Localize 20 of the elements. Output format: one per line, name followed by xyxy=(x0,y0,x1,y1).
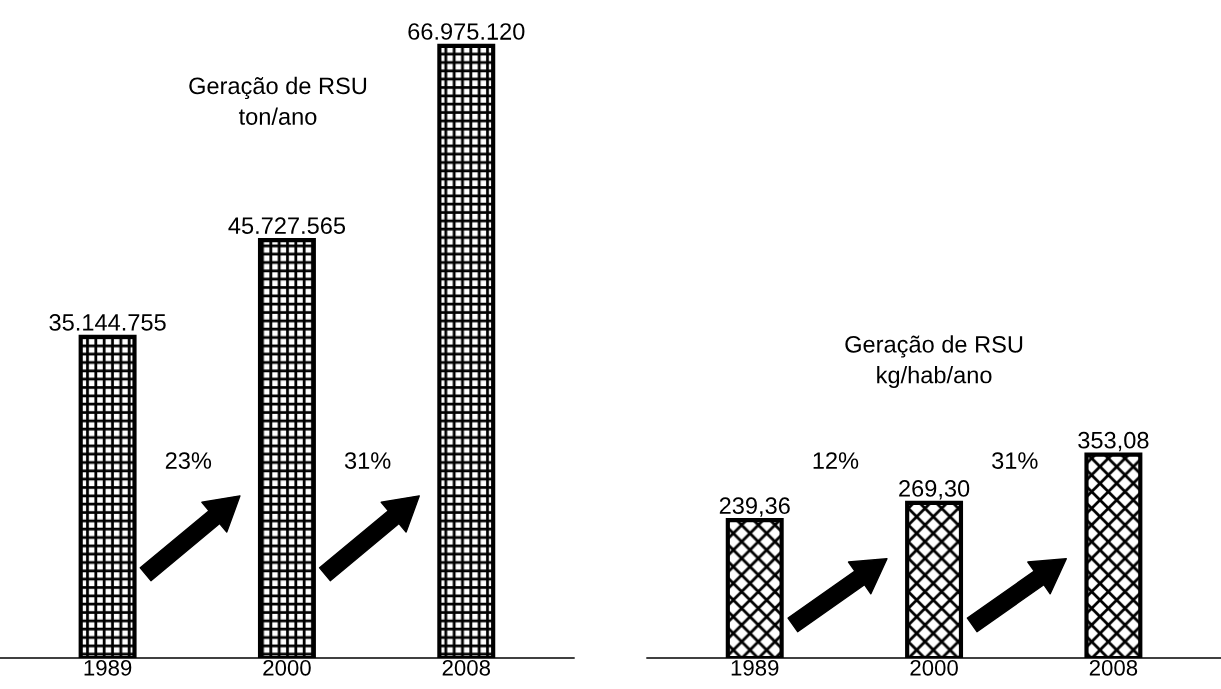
x-tick-label: 2000 xyxy=(910,659,958,676)
chart-title: Geração de RSU xyxy=(845,335,1023,358)
text: Geração de RSU xyxy=(189,76,367,99)
annotation: 31% xyxy=(344,452,391,469)
annotation: 31% xyxy=(992,452,1038,469)
x-tick-label: 1989 xyxy=(731,659,779,676)
x-tick-label: 2008 xyxy=(442,659,491,676)
data-label: 239,36 xyxy=(719,497,790,517)
data-label: 35.144.755 xyxy=(49,314,166,331)
annotation: 12% xyxy=(813,452,859,469)
data-label: 45.727.565 xyxy=(228,217,346,235)
data-label: 353,08 xyxy=(1078,431,1149,452)
x-tick-label: 2000 xyxy=(263,659,311,676)
x-tick-label: 2008 xyxy=(1089,659,1138,676)
chart-subtitle: kg/hab/ano xyxy=(877,366,992,389)
text: ton/ano xyxy=(238,107,317,125)
annotation: 23% xyxy=(165,452,212,469)
x-tick-label: 1989 xyxy=(84,659,132,676)
data-label: 269,30 xyxy=(899,480,970,500)
data-label: 66.975.120 xyxy=(408,23,525,40)
